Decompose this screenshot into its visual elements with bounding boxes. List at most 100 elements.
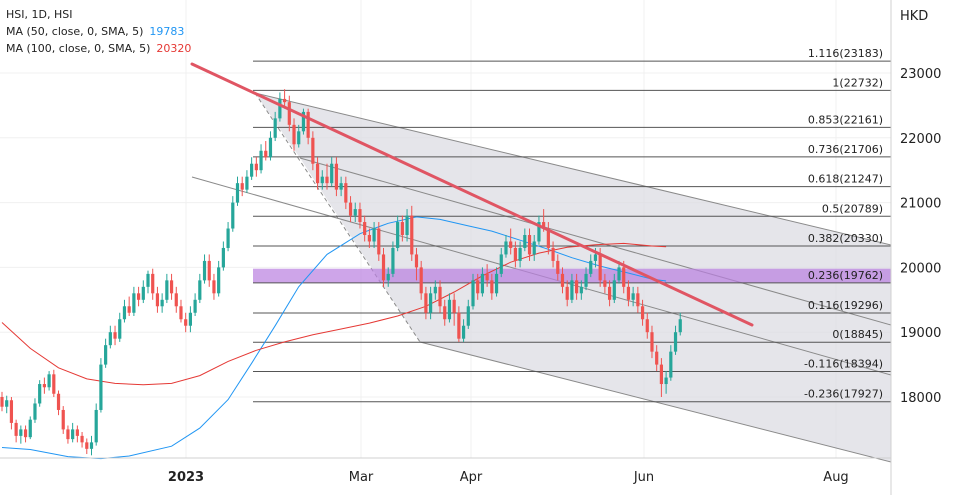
- candle: [494, 267, 499, 297]
- candle: [108, 325, 112, 349]
- candle-body: [273, 118, 277, 138]
- candle-body: [264, 150, 268, 158]
- channel-inner-line: [299, 157, 892, 326]
- candle: [113, 325, 117, 346]
- candle: [89, 435, 94, 456]
- candle-body: [584, 273, 588, 287]
- candle-body: [443, 306, 447, 320]
- candle: [584, 267, 588, 291]
- candle: [659, 358, 663, 397]
- candle: [179, 299, 183, 323]
- candle: [518, 241, 522, 268]
- candle-body: [640, 306, 645, 320]
- candle: [235, 176, 240, 206]
- candle: [80, 431, 84, 448]
- candle: [405, 209, 409, 242]
- candle: [38, 380, 42, 407]
- candle-body: [174, 293, 178, 307]
- candle-body: [617, 267, 621, 281]
- candle-body: [546, 228, 550, 248]
- candle: [433, 280, 437, 300]
- candle: [476, 273, 480, 300]
- candle-body: [659, 364, 663, 385]
- channel-handle-line: [254, 92, 421, 343]
- candle: [14, 419, 18, 443]
- candle-body: [151, 273, 155, 294]
- candle-body: [513, 247, 517, 261]
- legend-ma50: MA (50, close, 0, SMA, 5) 19783: [6, 23, 191, 40]
- candle: [320, 170, 324, 190]
- candle: [556, 254, 560, 281]
- candle-body: [664, 377, 668, 385]
- candle-body: [169, 280, 174, 294]
- candle: [273, 111, 277, 142]
- candle-body: [136, 293, 141, 300]
- candle: [165, 273, 169, 304]
- candle: [537, 215, 541, 245]
- candle: [23, 425, 28, 443]
- candle: [645, 312, 649, 339]
- candle-body: [231, 202, 235, 229]
- candle: [391, 241, 395, 278]
- candle-body: [461, 325, 466, 339]
- candle: [221, 241, 225, 271]
- candle: [612, 273, 616, 304]
- candle: [104, 338, 108, 368]
- candle: [424, 286, 428, 320]
- candle: [245, 170, 249, 193]
- candle-body: [410, 215, 414, 255]
- candle-body: [240, 183, 244, 190]
- candle-body: [386, 273, 390, 281]
- candle-body: [631, 293, 635, 300]
- candle: [155, 286, 160, 313]
- candle: [636, 286, 640, 313]
- candle-body: [141, 286, 145, 300]
- candle-body: [5, 400, 9, 407]
- candle: [626, 280, 631, 307]
- candle-body: [278, 98, 282, 119]
- candle-body: [235, 183, 240, 203]
- x-tick-label: Apr: [460, 470, 483, 485]
- candle: [61, 406, 65, 434]
- candle: [217, 260, 221, 297]
- candle: [673, 325, 678, 355]
- candle-body: [99, 364, 103, 410]
- candle: [42, 377, 46, 394]
- candle-body: [28, 419, 32, 438]
- legend-ma50-value: 19783: [149, 25, 185, 38]
- candle-body: [452, 299, 456, 313]
- candle: [311, 131, 315, 171]
- candle: [589, 254, 593, 278]
- candle: [339, 176, 343, 197]
- candle-body: [372, 228, 376, 242]
- candle-body: [301, 111, 306, 132]
- candle-body: [9, 400, 14, 423]
- candle-body: [396, 222, 400, 248]
- candle-body: [330, 163, 334, 184]
- candle-body: [570, 280, 574, 300]
- candle: [565, 280, 569, 307]
- candle-body: [155, 293, 160, 307]
- candle: [367, 228, 371, 248]
- candle-body: [499, 254, 503, 274]
- candle-body: [221, 247, 225, 268]
- candle: [509, 228, 513, 255]
- candle: [640, 299, 645, 326]
- candle-body: [593, 254, 598, 261]
- candle-body: [367, 235, 371, 242]
- candle: [231, 196, 235, 232]
- candle-body: [556, 260, 560, 274]
- candle-body: [358, 209, 362, 223]
- candle: [0, 391, 4, 412]
- candle: [330, 157, 334, 187]
- candle-body: [52, 374, 56, 394]
- candle: [527, 228, 532, 261]
- y-tick-label: 19000: [900, 326, 941, 341]
- candle-body: [283, 98, 287, 103]
- candle-body: [287, 102, 291, 125]
- fib-level-label: 0.236(19762): [808, 269, 883, 282]
- currency-label: HKD: [900, 9, 928, 24]
- candle-body: [457, 312, 461, 339]
- legend-ma50-label: MA (50, close, 0, SMA, 5): [6, 25, 144, 38]
